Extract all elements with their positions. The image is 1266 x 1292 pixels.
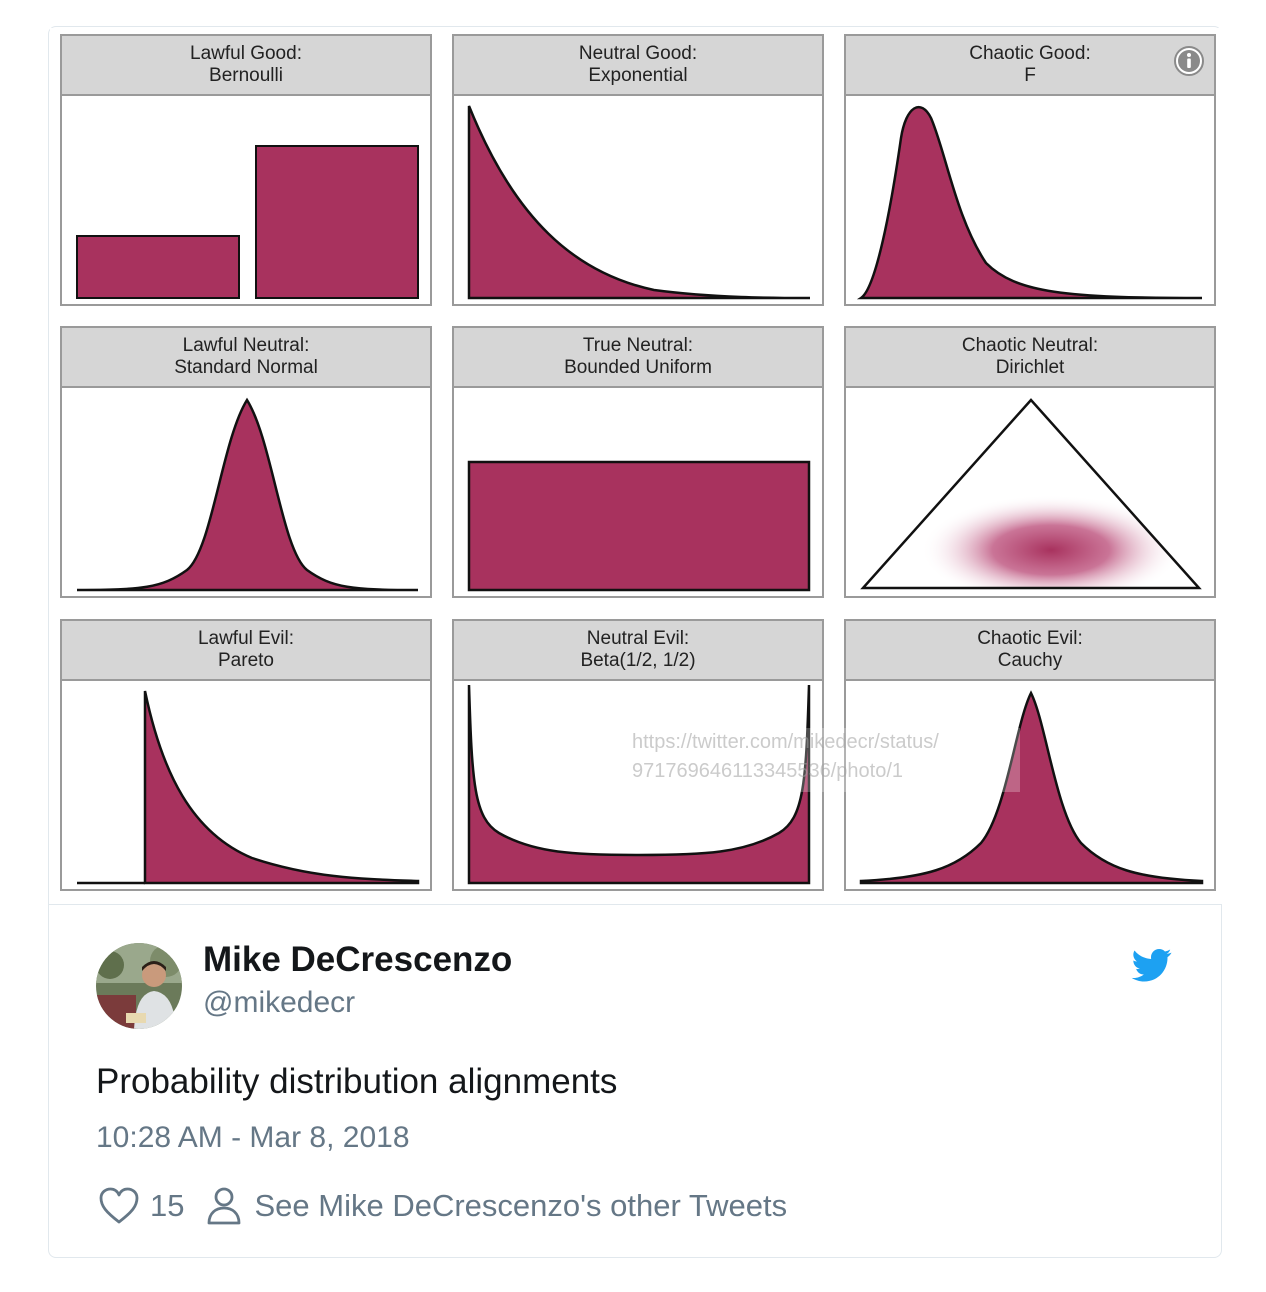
see-other-tweets-label[interactable]: See Mike DeCrescenzo's other Tweets [254,1188,788,1223]
panel-subtitle: Cauchy [997,650,1063,671]
tweet-timestamp[interactable]: 10:28 AM - Mar 8, 2018 [96,1121,410,1154]
media-divider [49,904,1221,905]
exponential-curve [467,105,811,300]
panel-title: Neutral Good: [578,43,698,64]
author-name[interactable]: Mike DeCrescenzo [203,940,513,979]
panel-title: Neutral Evil: [586,628,690,649]
person-icon [208,1187,241,1225]
twitter-bird-icon[interactable] [1130,945,1174,985]
panel-header: Neutral Evil: Beta(1/2, 1/2) [454,621,822,681]
panel-header: Lawful Neutral: Standard Normal [62,328,430,388]
panel-subtitle: Standard Normal [174,357,318,378]
panel-subtitle: Exponential [588,65,688,86]
heart-icon[interactable] [98,1186,140,1226]
panel-title: Chaotic Neutral: [961,335,1099,356]
panel-title: True Neutral: [582,335,694,356]
panel-header: Chaotic Evil: Cauchy [846,621,1214,681]
author-handle[interactable]: @mikedecr [203,986,356,1019]
panel-neutral-good: Neutral Good: Exponential [452,34,824,306]
panel-subtitle: Pareto [218,650,274,671]
panel-lawful-evil: Lawful Evil: Pareto [60,619,432,891]
panel-chaotic-good: Chaotic Good: F [844,34,1216,306]
beta-plot [467,684,811,885]
panel-lawful-good: Lawful Good: Bernoulli [60,34,432,306]
panel-title: Lawful Good: [190,43,302,64]
tweet-actions: 15 See Mike DeCrescenzo's other Tweets [98,1184,787,1228]
dirichlet-plot [860,398,1202,590]
cauchy-curve [859,690,1204,885]
url-line-2: 971769646113345536/photo/1 [632,760,904,782]
panel-subtitle: Dirichlet [995,357,1065,378]
panel-neutral-evil: Neutral Evil: Beta(1/2, 1/2) [452,619,824,891]
panel-subtitle: Bernoulli [209,65,283,86]
panel-header: Chaotic Good: F [846,36,1214,96]
bar-failure [76,235,240,299]
tweet-text: Probability distribution alignments [96,1062,618,1101]
panel-title: Chaotic Good: [969,43,1091,64]
avatar[interactable] [96,943,182,1029]
pareto-curve [143,690,420,885]
see-other-tweets-link[interactable]: See Mike DeCrescenzo's other Tweets [184,1186,787,1226]
panel-header: True Neutral: Bounded Uniform [454,328,822,388]
panel-header: Neutral Good: Exponential [454,36,822,96]
panel-lawful-neutral: Lawful Neutral: Standard Normal [60,326,432,598]
simplex-triangle [860,398,1202,590]
panel-chaotic-neutral: Chaotic Neutral: Dirichlet [844,326,1216,598]
bernoulli-plot [76,145,419,299]
avatar-photo [96,943,182,1029]
panel-subtitle: Beta(1/2, 1/2) [580,650,696,671]
panel-true-neutral: True Neutral: Bounded Uniform [452,326,824,598]
panel-title: Chaotic Evil: [977,628,1083,649]
panel-header: Chaotic Neutral: Dirichlet [846,328,1214,388]
panel-subtitle: Bounded Uniform [564,357,712,378]
cauchy-plot [859,690,1204,885]
f-curve [856,105,1203,300]
normal-plot [76,397,419,592]
info-icon[interactable] [1173,45,1205,77]
f-distribution-plot [856,105,1203,300]
url-line-1: https://twitter.com/mikedecr/status/ [632,731,939,753]
image-url-overlay: https://twitter.com/mikedecr/status/ 971… [620,728,1020,792]
panel-header: Lawful Evil: Pareto [62,621,430,681]
normal-curve [76,397,419,592]
density-blob [921,495,1181,588]
tweet-media-image[interactable]: Lawful Good: Bernoulli Neutral Good: Exp… [50,28,1222,904]
like-count: 15 [150,1188,185,1223]
uniform-block [467,460,811,592]
bar-success [255,145,419,299]
panel-chaotic-evil: Chaotic Evil: Cauchy [844,619,1216,891]
panel-title: Lawful Evil: [197,628,295,649]
exponential-plot [467,105,811,300]
uniform-plot [467,460,811,592]
like-button[interactable]: 15 [98,1186,184,1226]
panel-title: Lawful Neutral: [182,335,310,356]
panel-header: Lawful Good: Bernoulli [62,36,430,96]
panel-subtitle: F [1024,65,1036,86]
pareto-plot [77,690,420,885]
beta-curve [467,684,811,885]
